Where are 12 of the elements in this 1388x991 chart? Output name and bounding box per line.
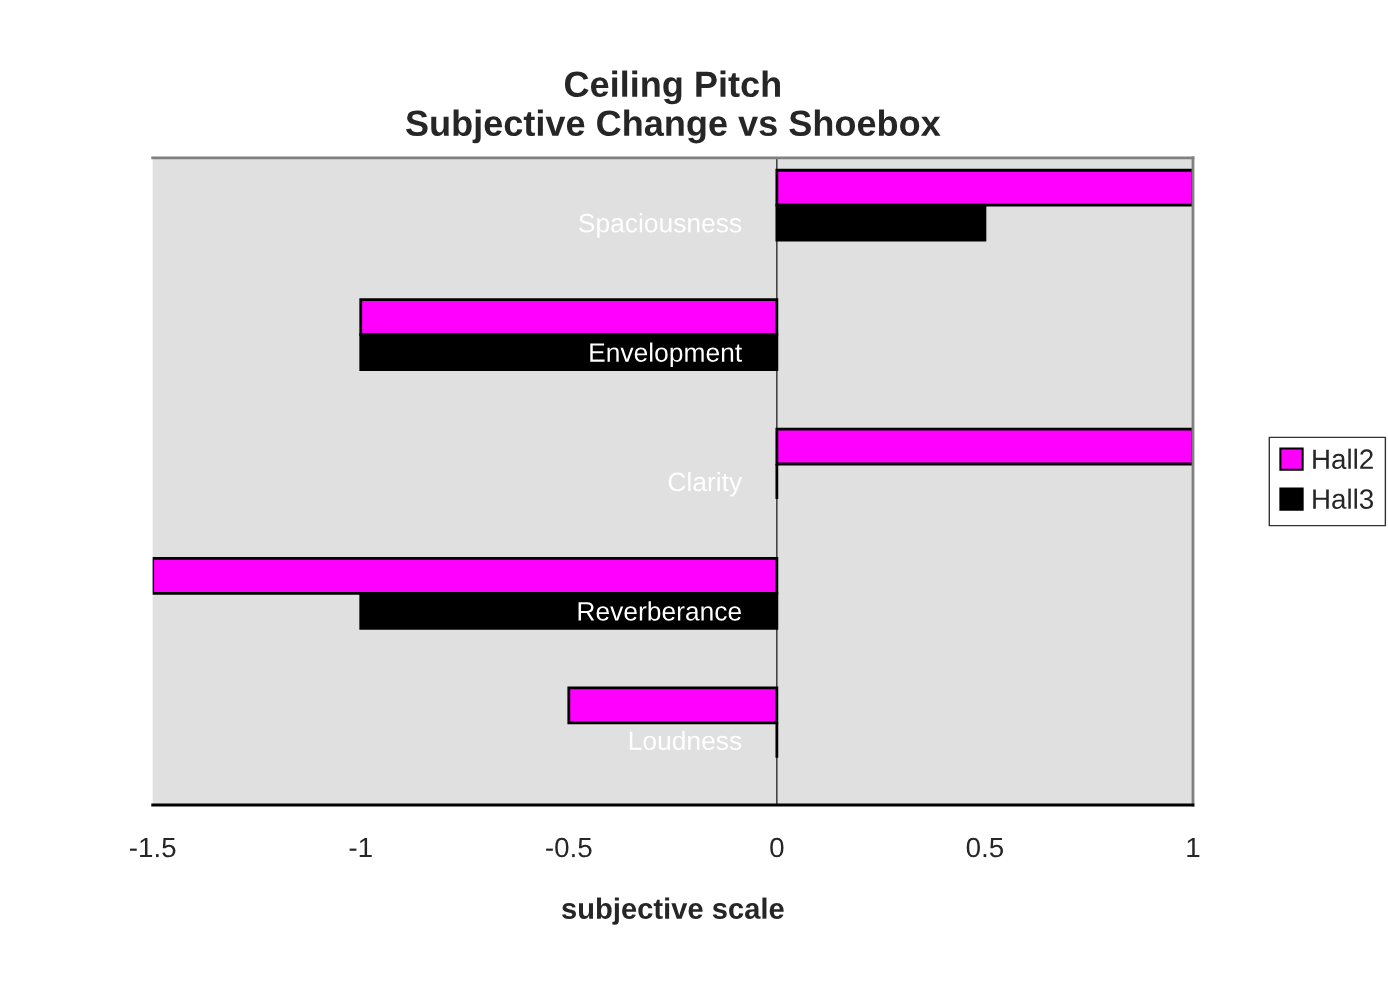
legend-label: Hall3 <box>1313 488 1374 509</box>
y-tick-label: Reverberance <box>578 601 741 621</box>
x-axis-title: subjective scale <box>562 897 784 925</box>
x-tick-label: -0.5 <box>546 837 592 858</box>
chart-title: Ceiling Pitch Subjective Change vs Shoebox <box>405 70 941 144</box>
x-tick-label: -1.5 <box>129 837 176 858</box>
x-tick-label: -1 <box>349 837 372 858</box>
y-tick-label: Envelopment <box>590 342 742 368</box>
x-tick-label: 0.5 <box>966 837 1004 858</box>
x-tick-label: 1 <box>1187 837 1200 858</box>
x-tick-label: 0 <box>770 837 784 858</box>
legend-label: Hall2 <box>1313 448 1373 470</box>
